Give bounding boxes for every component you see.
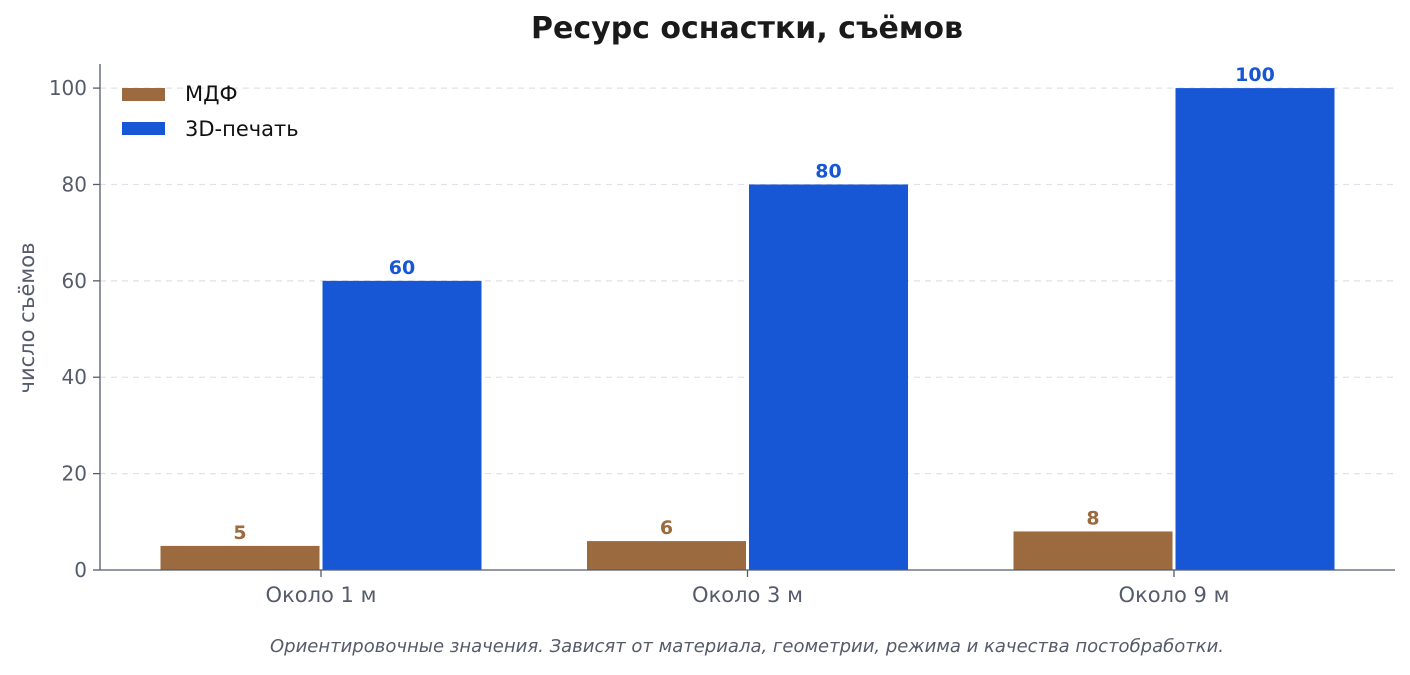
bar-3d-print — [322, 280, 482, 570]
value-label: 60 — [389, 257, 415, 279]
value-label: 5 — [233, 522, 246, 544]
x-ticks: Около 1 м Около 3 м Около 9 м — [266, 570, 1230, 607]
y-tick-label: 40 — [62, 365, 87, 389]
y-tick-label: 20 — [62, 462, 87, 486]
bar-mdf — [160, 545, 320, 570]
value-label: 6 — [660, 517, 673, 539]
y-tick-label: 0 — [74, 558, 87, 582]
chart-title: Ресурс оснастки, съёмов — [531, 11, 963, 46]
legend: МДФ 3D-печать — [122, 82, 299, 141]
footnote: Ориентировочные значения. Зависят от мат… — [270, 636, 1224, 657]
bar-3d-print — [749, 184, 908, 570]
y-tick-label: 60 — [62, 269, 87, 293]
y-ticks: 0 20 40 60 80 100 — [49, 76, 100, 582]
value-label: 80 — [815, 160, 841, 182]
legend-label-mdf: МДФ — [185, 82, 238, 106]
legend-swatch-3d-print — [122, 122, 165, 135]
legend-label-3d-print: 3D-печать — [185, 117, 299, 141]
bar-mdf — [1013, 531, 1173, 570]
value-label: 100 — [1235, 64, 1275, 86]
x-tick-label: Около 9 м — [1119, 583, 1230, 607]
bars — [160, 88, 1335, 570]
bar-mdf — [587, 541, 746, 570]
y-axis-title: число съёмов — [15, 243, 39, 394]
x-tick-label: Около 3 м — [692, 583, 803, 607]
y-tick-label: 80 — [62, 172, 87, 196]
value-labels: 5 60 6 80 8 100 — [233, 64, 1274, 544]
legend-swatch-mdf — [122, 88, 165, 101]
y-tick-label: 100 — [49, 76, 87, 100]
value-label: 8 — [1086, 507, 1099, 529]
x-tick-label: Около 1 м — [266, 583, 377, 607]
bar-3d-print — [1175, 88, 1335, 570]
